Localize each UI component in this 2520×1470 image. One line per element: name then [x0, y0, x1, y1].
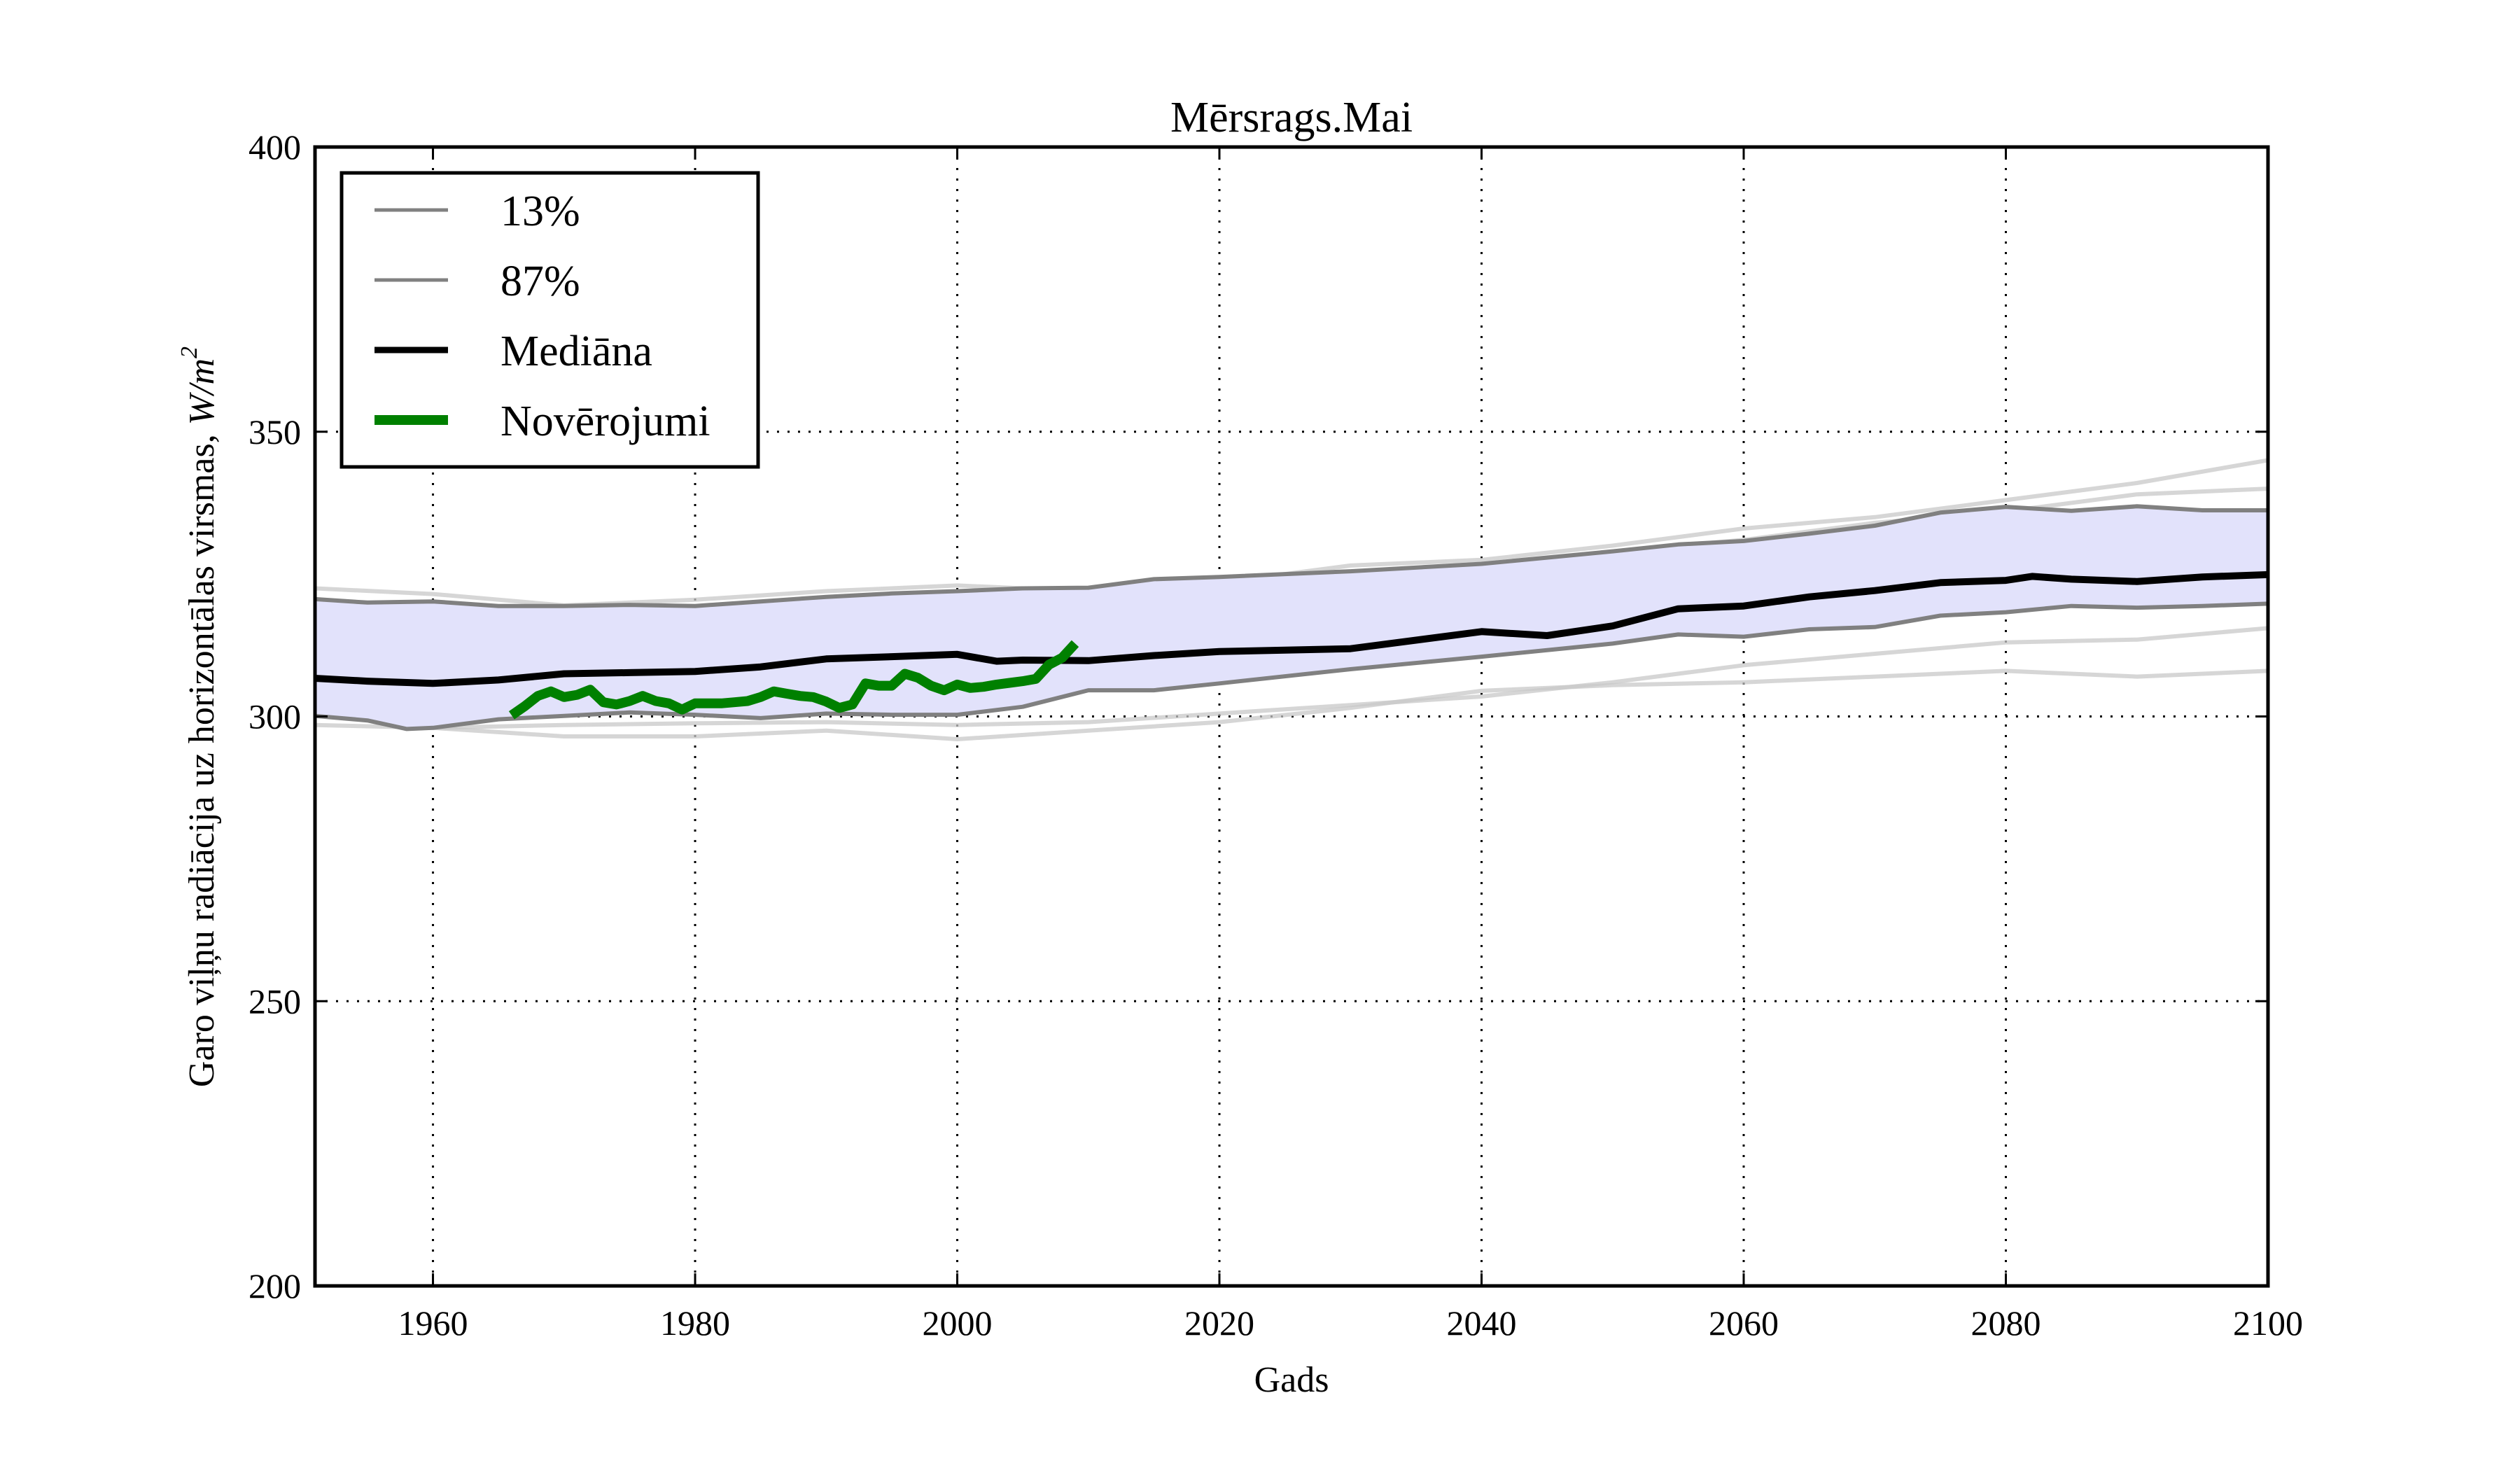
x-tick-label: 1960 [398, 1303, 468, 1343]
y-tick-label: 350 [248, 412, 301, 451]
legend-entry: Novērojumi [374, 398, 710, 445]
legend-entries: 13% 87% Mediāna Novērojumi [374, 188, 710, 445]
ensemble-member-line [314, 626, 2269, 730]
chart-title: Mērsrags.Mai [1170, 94, 1413, 141]
x-tick-label: 2020 [1184, 1303, 1254, 1343]
series-median-line [314, 570, 2269, 687]
y-axis-label-unit-exponent: 2 [176, 346, 202, 358]
y-tick-label: 200 [248, 1266, 301, 1306]
y-axis-label-text: Garo viļņu radiācija uz horizontālas vir… [182, 425, 222, 1087]
series-lines [314, 504, 2269, 732]
series-13pct-line [314, 601, 2269, 732]
legend-label: 87% [500, 258, 580, 305]
legend-entry: Mediāna [374, 328, 652, 375]
legend-label: 13% [500, 188, 580, 235]
series-observations-line [508, 640, 1079, 720]
legend-box [340, 171, 760, 469]
series-87pct-line [314, 504, 2268, 608]
y-tick-labels: 200 250 300 350 400 [248, 127, 301, 1306]
x-tick-label: 2080 [1971, 1303, 2041, 1343]
y-axis-label-unit: W/m [182, 358, 222, 425]
y-tick-label: 250 [248, 981, 301, 1021]
y-tick-label: 400 [248, 127, 301, 167]
percentile-band [315, 506, 2268, 729]
legend-entry: 13% [374, 188, 580, 235]
axis-ticks [315, 146, 2269, 1287]
legend-entry: 87% [374, 258, 580, 305]
y-tick-label: 300 [248, 697, 301, 736]
x-axis-label: Gads [1254, 1360, 1329, 1400]
x-tick-label: 1980 [660, 1303, 730, 1343]
legend: 13% 87% Mediāna Novērojumi [340, 171, 760, 469]
plot-area [313, 145, 2270, 1288]
x-tick-label: 2000 [923, 1303, 993, 1343]
x-tick-label: 2040 [1447, 1303, 1517, 1343]
x-tick-label: 2100 [2233, 1303, 2303, 1343]
legend-label: Mediāna [500, 328, 652, 375]
y-axis-label: Garo viļņu radiācija uz horizontālas vir… [176, 346, 222, 1087]
ensemble-member-line [314, 668, 2269, 741]
x-tick-label: 2060 [1709, 1303, 1779, 1343]
legend-label: Novērojumi [500, 398, 710, 445]
x-tick-labels: 1960 1980 2000 2020 2040 2060 2080 2100 [398, 1303, 2303, 1343]
